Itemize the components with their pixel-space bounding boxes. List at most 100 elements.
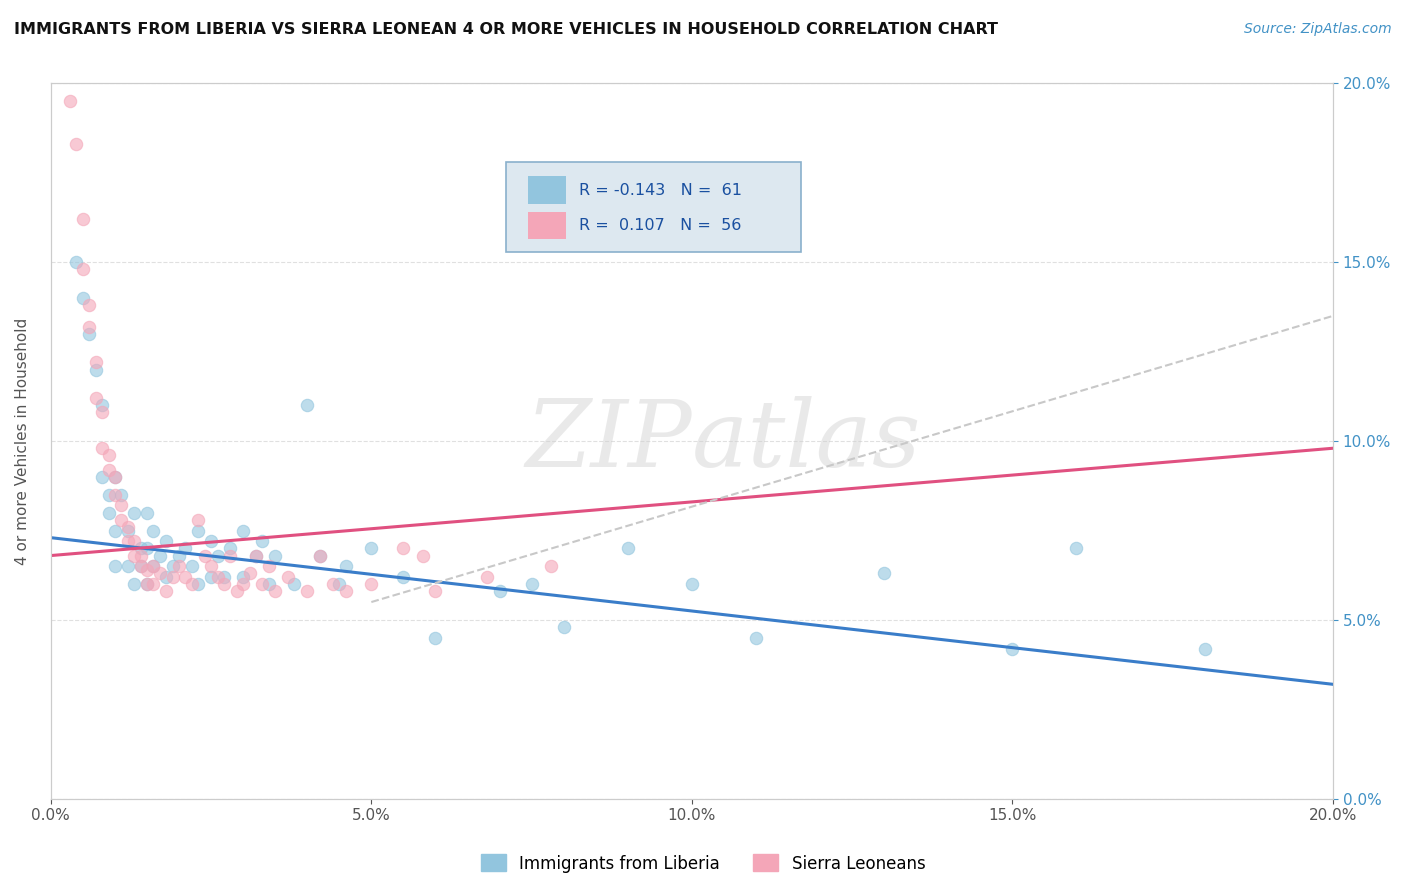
Point <box>104 559 127 574</box>
Point <box>104 524 127 538</box>
Point <box>520 577 543 591</box>
Legend: Immigrants from Liberia, Sierra Leoneans: Immigrants from Liberia, Sierra Leoneans <box>474 847 932 880</box>
Point <box>232 570 254 584</box>
Point <box>425 584 447 599</box>
Text: atlas: atlas <box>692 396 921 486</box>
Point <box>167 559 190 574</box>
Point <box>136 541 159 556</box>
Point <box>238 566 260 581</box>
Point <box>117 524 139 538</box>
Point <box>297 584 319 599</box>
Point <box>335 559 357 574</box>
Point <box>225 584 247 599</box>
Point <box>283 577 305 591</box>
Text: IMMIGRANTS FROM LIBERIA VS SIERRA LEONEAN 4 OR MORE VEHICLES IN HOUSEHOLD CORREL: IMMIGRANTS FROM LIBERIA VS SIERRA LEONEA… <box>14 22 998 37</box>
Text: R =  0.107   N =  56: R = 0.107 N = 56 <box>579 219 741 234</box>
Point <box>207 549 229 563</box>
Point <box>122 577 145 591</box>
Point <box>309 549 332 563</box>
Point <box>264 584 287 599</box>
Point <box>360 577 382 591</box>
Point <box>328 577 350 591</box>
Point <box>79 319 101 334</box>
Point <box>142 577 165 591</box>
Point <box>252 534 274 549</box>
Point <box>245 549 267 563</box>
Point <box>360 541 382 556</box>
Point <box>322 577 344 591</box>
Point <box>117 520 139 534</box>
Point <box>257 577 280 591</box>
Text: R = -0.143   N =  61: R = -0.143 N = 61 <box>579 183 742 197</box>
Point <box>475 570 498 584</box>
Point <box>200 559 222 574</box>
Point <box>91 470 114 484</box>
Point <box>155 534 177 549</box>
Point <box>252 577 274 591</box>
Point <box>155 584 177 599</box>
Point <box>129 549 152 563</box>
Point <box>122 534 145 549</box>
Point <box>187 513 209 527</box>
Point <box>136 577 159 591</box>
FancyBboxPatch shape <box>506 162 801 252</box>
Point <box>207 570 229 584</box>
Point <box>873 566 896 581</box>
Point <box>104 470 127 484</box>
Point <box>97 506 120 520</box>
Point <box>745 631 768 645</box>
Text: ZIP: ZIP <box>526 396 692 486</box>
Point <box>309 549 332 563</box>
FancyBboxPatch shape <box>527 177 567 203</box>
Point <box>72 291 94 305</box>
Point <box>232 524 254 538</box>
Point <box>129 559 152 574</box>
Point <box>1001 641 1024 656</box>
Point <box>1066 541 1088 556</box>
Point <box>200 570 222 584</box>
Point <box>117 534 139 549</box>
Point <box>540 559 562 574</box>
Point <box>79 298 101 312</box>
Point <box>84 355 107 369</box>
Point <box>122 506 145 520</box>
Point <box>122 549 145 563</box>
Point <box>488 584 510 599</box>
Point <box>142 524 165 538</box>
Point <box>59 95 82 109</box>
Point <box>1194 641 1216 656</box>
Point <box>219 541 242 556</box>
Point <box>200 534 222 549</box>
FancyBboxPatch shape <box>527 212 567 239</box>
Point <box>97 488 120 502</box>
Point <box>681 577 703 591</box>
Point <box>84 391 107 405</box>
Point <box>180 559 202 574</box>
Point <box>72 262 94 277</box>
Point <box>91 405 114 419</box>
Point <box>97 463 120 477</box>
Point <box>162 559 184 574</box>
Point <box>335 584 357 599</box>
Point <box>277 570 299 584</box>
Point <box>257 559 280 574</box>
Point <box>264 549 287 563</box>
Point <box>110 513 132 527</box>
Point <box>297 398 319 412</box>
Point <box>180 577 202 591</box>
Point <box>155 570 177 584</box>
Point <box>65 137 87 152</box>
Point <box>91 398 114 412</box>
Point <box>553 620 575 634</box>
Point <box>72 212 94 227</box>
Point <box>129 541 152 556</box>
Point <box>149 549 172 563</box>
Point <box>219 549 242 563</box>
Y-axis label: 4 or more Vehicles in Household: 4 or more Vehicles in Household <box>15 318 30 565</box>
Point <box>187 524 209 538</box>
Point <box>79 326 101 341</box>
Point <box>84 362 107 376</box>
Point <box>174 570 197 584</box>
Point <box>142 559 165 574</box>
Point <box>392 541 415 556</box>
